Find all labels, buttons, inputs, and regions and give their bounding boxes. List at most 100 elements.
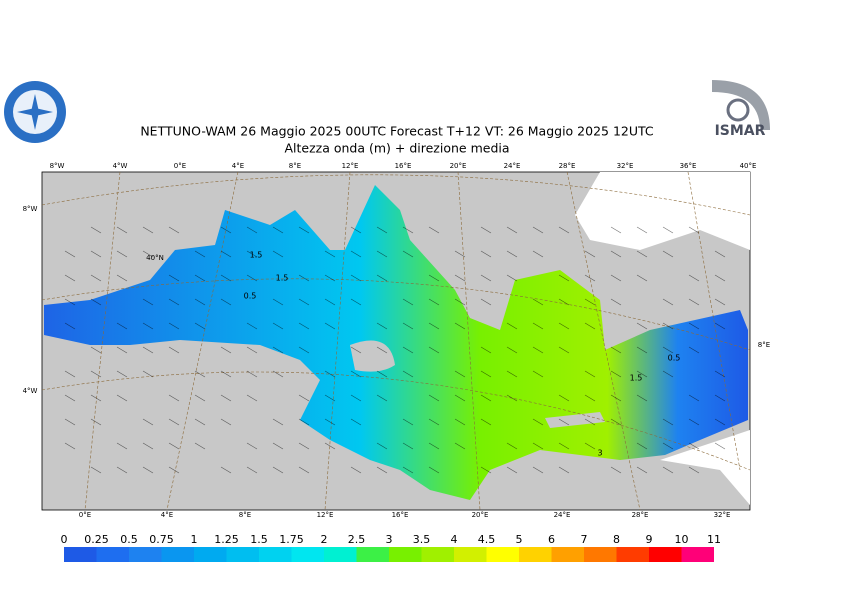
wave-arrow [168,442,180,450]
wave-arrow [350,250,362,258]
wave-arrow [506,466,518,474]
wave-arrow [662,298,674,306]
wave-arrow [584,250,596,258]
wave-arrow [116,322,128,330]
colorbar-label: 0.5 [120,533,138,546]
wave-arrow [376,226,388,234]
contour-label: 1.5 [630,374,643,383]
wave-arrow [376,274,388,282]
colorbar-label: 10 [675,533,689,546]
wave-arrow [610,466,622,474]
wave-arrow [402,250,414,258]
wave-arrow [64,370,76,378]
wave-arrow [402,442,414,450]
wave-arrow [324,298,336,306]
lon-label: 32°E [714,511,731,519]
wave-arrow [506,394,518,402]
wave-arrow [428,274,440,282]
wave-arrow [64,250,76,258]
wave-arrow [558,322,570,330]
lon-label: 24°E [554,511,571,519]
colorbar-label: 11 [707,533,721,546]
colorbar-label: 2.5 [348,533,366,546]
colorbar-swatch [551,547,584,562]
colorbar-swatch [356,547,389,562]
wave-arrow [324,442,336,450]
wave-arrow [90,370,102,378]
wave-arrow [714,370,726,378]
wave-arrow [116,466,128,474]
colorbar-label: 3 [386,533,393,546]
wave-arrow [298,418,310,426]
lon-label: 20°E [450,162,467,170]
logo-text: ISMAR [715,123,766,139]
wave-arrow [428,418,440,426]
lon-label: 4°W [113,162,128,170]
wave-arrow [272,466,284,474]
wave-arrow [532,322,544,330]
wave-arrow [636,346,648,354]
lon-label: 0°E [79,511,91,519]
wave-arrow [168,346,180,354]
wave-arrow [168,274,180,282]
wave-arrow [636,274,648,282]
lat-label: 4°W [23,387,38,395]
wave-arrow [90,466,102,474]
colorbar-label: 1.25 [214,533,239,546]
lon-label: 20°E [472,511,489,519]
lon-label: 32°E [617,162,634,170]
wave-arrow [636,370,648,378]
wave-arrow [324,418,336,426]
colorbar-label: 1.75 [279,533,304,546]
lon-label: 8°E [239,511,251,519]
wave-arrow [558,442,570,450]
wave-arrow [116,370,128,378]
colorbar-swatch [389,547,422,562]
wave-arrow [90,394,102,402]
wave-arrow [350,466,362,474]
wave-arrow [142,418,154,426]
wave-arrow [116,394,128,402]
wave-arrow [688,394,700,402]
wave-arrow [688,226,700,234]
wave-arrow [610,394,622,402]
wave-arrow [480,394,492,402]
wave-arrow [376,442,388,450]
wave-arrow [402,418,414,426]
logo-left [4,81,66,143]
colorbar-swatch [194,547,227,562]
colorbar-swatch [291,547,324,562]
lon-label: 8°E [758,341,770,349]
wave-arrow [90,226,102,234]
wave-arrow [402,466,414,474]
wave-arrow [324,250,336,258]
wave-arrow [220,346,232,354]
colorbar-swatch [324,547,357,562]
colorbar-swatch [584,547,617,562]
colorbar-label: 9 [646,533,653,546]
wave-arrow [688,346,700,354]
wave-arrow [142,370,154,378]
colorbar-swatch [226,547,259,562]
wave-arrow [64,322,76,330]
wave-arrow [532,370,544,378]
wave-arrow [220,274,232,282]
wave-arrow [298,226,310,234]
wave-arrow [558,394,570,402]
colorbar-swatch [454,547,487,562]
wave-arrow [246,226,258,234]
wave-arrow [246,394,258,402]
lon-label: 24°E [504,162,521,170]
wave-arrow [272,370,284,378]
wave-arrow [168,298,180,306]
colorbar-swatch [519,547,552,562]
wave-arrow [142,250,154,258]
colorbar-label: 7 [581,533,588,546]
wave-arrow [506,226,518,234]
colorbar-swatch [616,547,649,562]
wave-arrow [454,370,466,378]
wave-arrow [376,466,388,474]
wave-arrow [64,418,76,426]
wave-arrow [272,250,284,258]
wave-arrow [376,250,388,258]
